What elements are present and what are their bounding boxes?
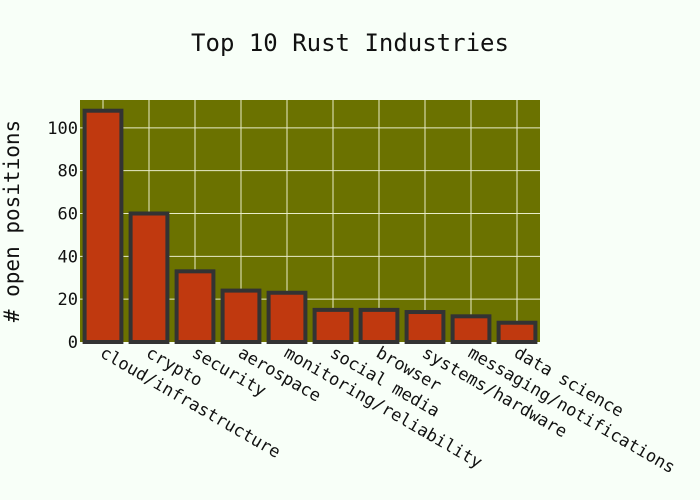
y-axis-ticks: 0 20 40 60 80 100 <box>47 119 78 353</box>
bar-cloud-infrastructure[interactable] <box>82 108 124 344</box>
y-tick-label: 60 <box>58 205 78 225</box>
y-axis-title: # open positions <box>0 120 24 322</box>
bar-crypto[interactable] <box>128 211 170 344</box>
bar-security[interactable] <box>174 269 216 344</box>
chart-title: Top 10 Rust Industries <box>191 29 509 57</box>
bar-social-media[interactable] <box>312 307 354 344</box>
y-tick-label: 0 <box>68 333 78 353</box>
bar-messaging-notifications[interactable] <box>450 314 492 344</box>
bars <box>82 108 538 345</box>
bar-monitoring-reliability[interactable] <box>266 290 308 345</box>
y-tick-label: 100 <box>47 119 78 139</box>
y-tick-label: 40 <box>58 247 78 267</box>
x-tick-label: messaging/notifications <box>465 343 679 478</box>
bar-browser[interactable] <box>358 307 400 344</box>
x-axis-ticks: cloud/infrastructurecryptosecurityaerosp… <box>97 343 679 478</box>
bar-aerospace[interactable] <box>220 288 262 345</box>
y-tick-label: 80 <box>58 162 78 182</box>
bar-systems-hardware[interactable] <box>404 310 446 345</box>
bar-data-science[interactable] <box>496 320 538 345</box>
y-tick-label: 20 <box>58 290 78 310</box>
